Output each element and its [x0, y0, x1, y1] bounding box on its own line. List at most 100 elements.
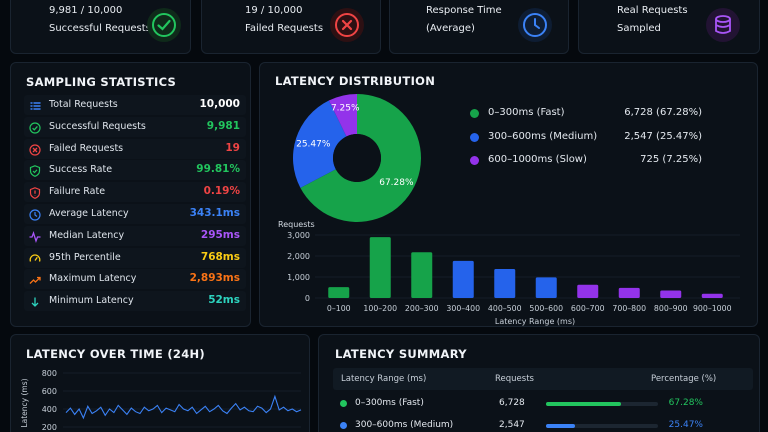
- check-circle-icon: [147, 8, 181, 42]
- stat-row-success-rate: Success Rate 99.81%: [24, 160, 246, 181]
- stat-value: 0.19%: [203, 185, 240, 198]
- stat-label: Minimum Latency: [49, 295, 134, 307]
- histogram-bar: [411, 252, 433, 298]
- legend-swatch: [470, 132, 479, 142]
- y-tick-label: 3,000: [287, 231, 310, 240]
- histogram-bar: [494, 269, 516, 298]
- stat-row-minimum-latency: Minimum Latency 52ms: [24, 291, 246, 312]
- histogram-bar: [452, 260, 474, 298]
- legend-value: 725 (7.25%): [640, 154, 702, 165]
- histogram-bar: [618, 287, 640, 298]
- stat-label: Success Rate: [49, 164, 113, 176]
- stat-label: Average Latency: [49, 208, 129, 219]
- panel-title: LATENCY DISTRIBUTION: [275, 74, 436, 88]
- stat-label: Maximum Latency: [49, 273, 137, 285]
- stat-card-value: 9,981 / 10,000: [49, 5, 123, 16]
- legend-label: 600–1000ms (Slow): [488, 154, 587, 165]
- latency-distribution-panel: LATENCY DISTRIBUTION 67.28% 25.47% 7.25% 0…: [259, 62, 758, 327]
- sampling-statistics-panel: SAMPLING STATISTICS Total Requests 10,000…: [10, 62, 251, 327]
- x-tick-label: 800–900: [654, 304, 688, 313]
- stat-row-average-latency: Average Latency 343.1ms: [24, 204, 246, 224]
- summary-requests: 6,728: [499, 398, 525, 408]
- stat-label: Successful Requests: [49, 120, 146, 132]
- stat-label: Total Requests: [49, 99, 118, 110]
- stat-label: Failed Requests: [49, 142, 124, 154]
- stat-row-total-requests: Total Requests 10,000: [24, 95, 246, 115]
- x-tick-label: 100–200: [363, 304, 397, 313]
- clock-icon: [28, 207, 42, 221]
- summary-range: 0–300ms (Fast): [355, 398, 424, 408]
- stat-value: 10,000: [199, 98, 240, 110]
- histogram-bar: [577, 284, 599, 298]
- stat-value: 9,981: [206, 119, 240, 132]
- stat-value: 295ms: [200, 228, 240, 241]
- summary-percentage: 67.28%: [668, 398, 703, 408]
- stat-row-95th-percentile: 95th Percentile 768ms: [24, 247, 246, 268]
- stat-card-label: Failed Requests: [245, 23, 324, 34]
- stat-card-value: Real Requests: [617, 5, 688, 16]
- stat-card-successful: 9,981 / 10,000 Successful Requests: [10, 0, 191, 54]
- y-tick-label: 800: [42, 369, 57, 378]
- legend-swatch: [470, 156, 479, 165]
- x-tick-label: 400–500: [488, 304, 522, 313]
- pie-slice: [328, 94, 357, 137]
- database-icon: [706, 8, 740, 42]
- arrow-down-icon: [28, 294, 42, 308]
- stat-row-maximum-latency: Maximum Latency 2,893ms: [24, 269, 246, 290]
- histogram-bar: [535, 277, 557, 298]
- histogram-bar: [660, 290, 682, 298]
- stat-card-label: (Average): [426, 23, 475, 34]
- stat-label: 95th Percentile: [49, 251, 121, 263]
- clock-icon: [518, 8, 552, 42]
- pie-data-label: 25.47%: [296, 140, 331, 150]
- stat-card-value: 19 / 10,000: [245, 5, 303, 16]
- stat-card-value: Response Time: [426, 5, 502, 16]
- x-circle-icon: [28, 142, 42, 156]
- x-tick-label: 600–700: [571, 304, 605, 313]
- latency-summary-panel: LATENCY SUMMARY Latency Range (ms) Reque…: [318, 334, 760, 432]
- stat-label: Failure Rate: [49, 186, 106, 198]
- panel-title: SAMPLING STATISTICS: [26, 75, 177, 89]
- latency-pie-chart: 67.28% 25.47% 7.25%: [293, 94, 421, 223]
- pie-hole: [333, 134, 381, 182]
- panel-title: LATENCY SUMMARY: [335, 347, 467, 361]
- gauge-icon: [28, 251, 42, 265]
- pie-slice: [300, 94, 421, 223]
- latency-line-chart: Latency (ms) 800 600 400 200: [20, 369, 302, 432]
- stat-card-real-requests: Real Requests Sampled: [578, 0, 760, 54]
- check-circle-icon: [28, 120, 42, 134]
- y-tick-label: 0: [305, 294, 310, 303]
- header-percentage: Percentage (%): [651, 374, 717, 384]
- histogram-bar: [369, 237, 391, 298]
- y-tick-label: 2,000: [287, 252, 310, 261]
- legend-value: 6,728 (67.28%): [624, 107, 702, 118]
- pie-slice: [293, 100, 347, 188]
- y-tick-label: 600: [42, 387, 57, 396]
- panel-title: LATENCY OVER TIME (24H): [26, 347, 205, 361]
- x-tick-label: 700–800: [612, 304, 646, 313]
- summary-progress-track: [546, 402, 658, 406]
- summary-requests: 2,547: [499, 420, 525, 430]
- histogram-bar: [701, 293, 723, 298]
- y-axis-label: Latency (ms): [20, 378, 29, 427]
- x-tick-label: 0–100: [327, 304, 351, 313]
- stat-row-failure-rate: Failure Rate 0.19%: [24, 182, 246, 203]
- stat-value: 768ms: [200, 250, 240, 263]
- pulse-icon: [28, 229, 42, 243]
- x-tick-label: 200–300: [405, 304, 439, 313]
- header-range: Latency Range (ms): [341, 374, 427, 384]
- shield-alert-icon: [28, 185, 42, 200]
- y-axis-label: Requests: [278, 220, 315, 229]
- stat-card-failed: 19 / 10,000 Failed Requests: [201, 0, 381, 54]
- stat-card-label: Sampled: [617, 23, 661, 34]
- stat-row-failed-requests: Failed Requests 19: [24, 138, 246, 159]
- stat-card-label: Successful Requests: [49, 23, 151, 34]
- summary-swatch: [340, 400, 347, 407]
- stat-value: 99.81%: [196, 163, 240, 176]
- pie-data-label: 7.25%: [331, 103, 360, 113]
- legend-label: 300–600ms (Medium): [488, 130, 598, 142]
- stat-value: 2,893ms: [189, 272, 240, 285]
- stat-row-successful-requests: Successful Requests 9,981: [24, 116, 246, 137]
- summary-row: 0–300ms (Fast) 6,728 67.28%: [333, 395, 753, 415]
- histogram-bar: [328, 287, 350, 298]
